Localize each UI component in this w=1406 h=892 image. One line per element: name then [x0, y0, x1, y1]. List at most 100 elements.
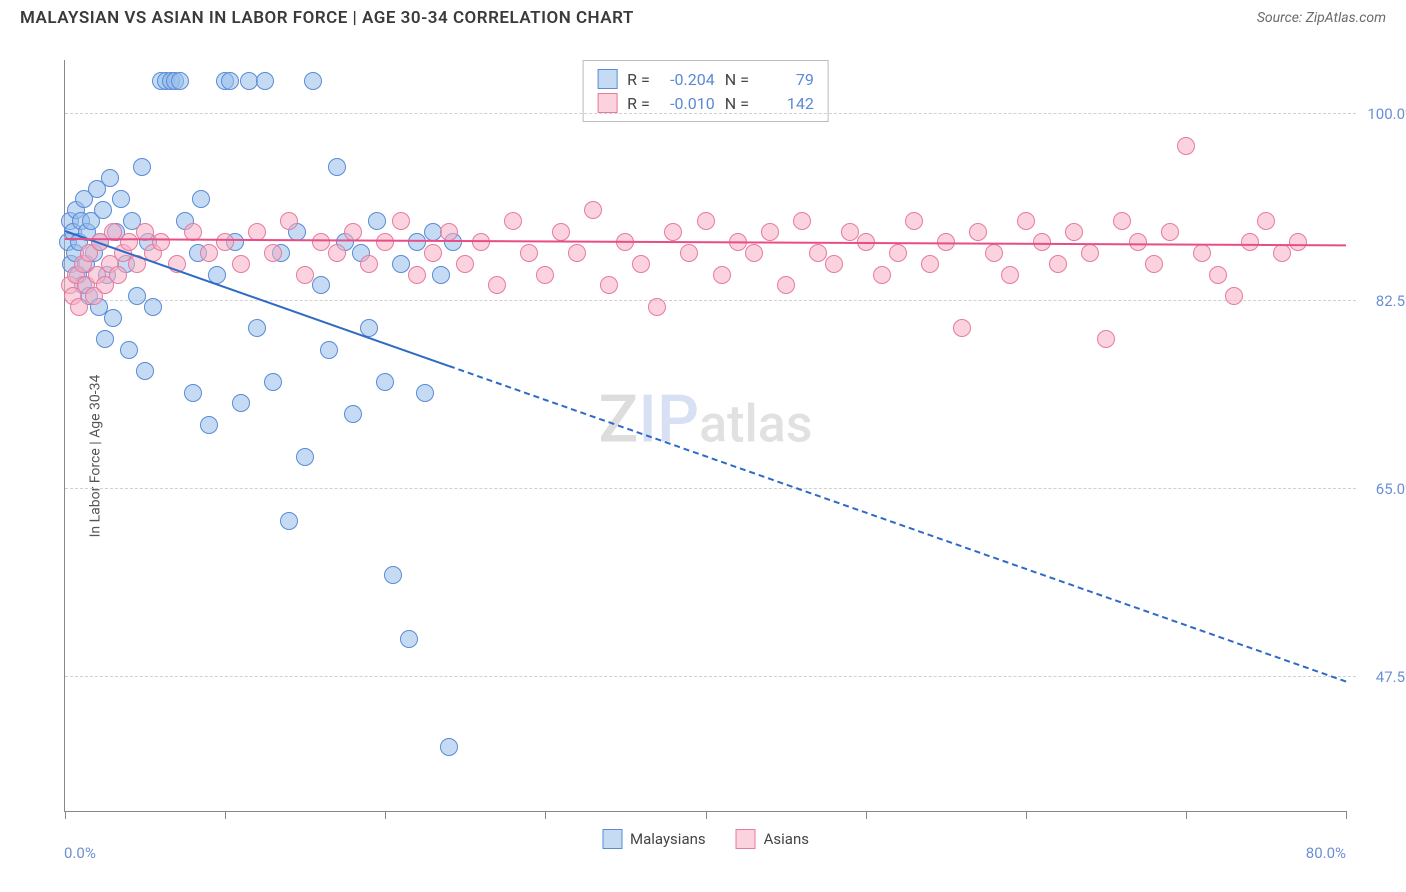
data-point: [360, 255, 378, 273]
data-point: [320, 341, 338, 359]
legend-item-malaysians: Malaysians: [602, 829, 706, 849]
data-point: [408, 233, 426, 251]
chart-legend: Malaysians Asians: [602, 829, 809, 849]
x-axis-start-label: 0.0%: [64, 844, 96, 862]
data-point: [969, 223, 987, 241]
data-point: [408, 266, 426, 284]
r-value-asians: -0.010: [660, 94, 715, 113]
n-value-malaysians: 79: [759, 70, 814, 89]
data-point: [1225, 287, 1243, 305]
data-point: [101, 169, 119, 187]
n-label: N =: [725, 70, 749, 89]
data-point: [488, 276, 506, 294]
data-point: [392, 212, 410, 230]
data-point: [1065, 223, 1083, 241]
plot-area: ZIPatlas R = -0.204 N = 79 R = -0.010 N …: [64, 60, 1346, 812]
data-point: [1001, 266, 1019, 284]
data-point: [680, 244, 698, 262]
data-point: [296, 448, 314, 466]
data-point: [1017, 212, 1035, 230]
data-point: [221, 72, 239, 90]
data-point: [1193, 244, 1211, 262]
data-point: [456, 255, 474, 273]
data-point: [152, 233, 170, 251]
x-tick: [65, 811, 66, 819]
data-point: [793, 212, 811, 230]
data-point: [216, 233, 234, 251]
data-point: [328, 244, 346, 262]
r-label: R =: [627, 94, 650, 113]
data-point: [1049, 255, 1067, 273]
data-point: [120, 341, 138, 359]
data-point: [264, 244, 282, 262]
chart-source: Source: ZipAtlas.com: [1257, 10, 1386, 26]
data-point: [109, 266, 127, 284]
data-point: [1257, 212, 1275, 230]
data-point: [136, 362, 154, 380]
data-point: [128, 287, 146, 305]
data-point: [104, 309, 122, 327]
n-label: N =: [725, 94, 749, 113]
data-point: [600, 276, 618, 294]
gridline: [65, 113, 1356, 114]
gridline: [65, 676, 1356, 677]
r-value-malaysians: -0.204: [660, 70, 715, 89]
data-point: [1145, 255, 1163, 273]
data-point: [584, 201, 602, 219]
data-point: [713, 266, 731, 284]
data-point: [400, 630, 418, 648]
data-point: [200, 416, 218, 434]
data-point: [440, 738, 458, 756]
data-point: [1273, 244, 1291, 262]
data-point: [264, 373, 282, 391]
data-point: [1241, 233, 1259, 251]
data-point: [112, 190, 130, 208]
legend-item-asians: Asians: [736, 829, 809, 849]
x-tick: [1346, 811, 1347, 819]
data-point: [664, 223, 682, 241]
data-point: [536, 266, 554, 284]
x-tick: [706, 811, 707, 819]
data-point: [905, 212, 923, 230]
data-point: [280, 512, 298, 530]
data-point: [200, 244, 218, 262]
legend-label: Asians: [764, 830, 809, 848]
data-point: [889, 244, 907, 262]
data-point: [416, 384, 434, 402]
legend-label: Malaysians: [630, 830, 706, 848]
legend-swatch-asians-icon: [736, 829, 756, 849]
data-point: [144, 298, 162, 316]
data-point: [1081, 244, 1099, 262]
data-point: [841, 223, 859, 241]
data-point: [304, 72, 322, 90]
x-tick: [866, 811, 867, 819]
y-tick-label: 82.5%: [1356, 292, 1406, 310]
data-point: [825, 255, 843, 273]
data-point: [256, 72, 274, 90]
data-point: [248, 319, 266, 337]
data-point: [440, 223, 458, 241]
data-point: [96, 330, 114, 348]
data-point: [777, 276, 795, 294]
trend-line: [449, 365, 1346, 682]
x-tick: [1026, 811, 1027, 819]
data-point: [280, 212, 298, 230]
chart-header: MALAYSIAN VS ASIAN IN LABOR FORCE | AGE …: [0, 0, 1406, 32]
swatch-malaysians-icon: [597, 69, 617, 89]
data-point: [312, 233, 330, 251]
x-tick: [1186, 811, 1187, 819]
data-point: [1177, 137, 1195, 155]
data-point: [1161, 223, 1179, 241]
data-point: [94, 201, 112, 219]
data-point: [1289, 233, 1307, 251]
data-point: [809, 244, 827, 262]
data-point: [432, 266, 450, 284]
x-tick: [545, 811, 546, 819]
data-point: [552, 223, 570, 241]
legend-swatch-malaysians-icon: [602, 829, 622, 849]
data-point: [344, 223, 362, 241]
data-point: [648, 298, 666, 316]
data-point: [192, 190, 210, 208]
data-point: [133, 158, 151, 176]
y-tick-label: 65.0%: [1356, 480, 1406, 498]
